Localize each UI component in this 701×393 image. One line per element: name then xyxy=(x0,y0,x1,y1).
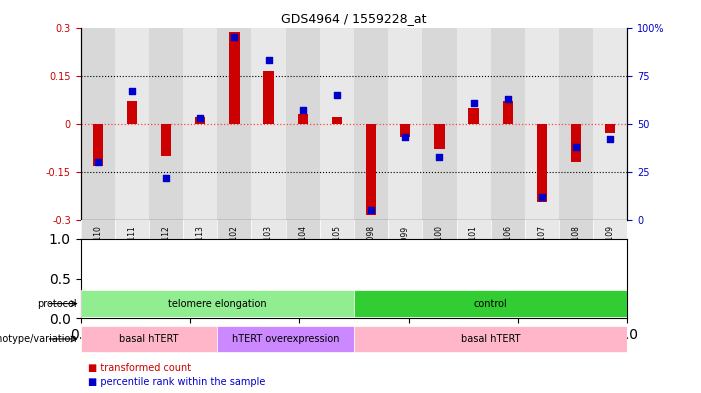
Bar xyxy=(217,326,354,352)
Bar xyxy=(149,220,183,287)
Point xyxy=(434,153,445,160)
Text: GSM1019103: GSM1019103 xyxy=(264,226,273,276)
Bar xyxy=(81,326,217,352)
Text: GSM1019109: GSM1019109 xyxy=(606,226,615,276)
Bar xyxy=(354,28,388,220)
Point xyxy=(468,99,479,106)
Bar xyxy=(435,124,444,149)
Bar xyxy=(366,124,376,215)
Text: GSM1019105: GSM1019105 xyxy=(332,226,341,276)
Bar xyxy=(115,220,149,287)
Bar xyxy=(525,220,559,287)
Point xyxy=(195,115,206,121)
Point xyxy=(502,95,513,102)
Bar xyxy=(229,32,240,124)
Point xyxy=(536,194,547,200)
Bar xyxy=(491,220,525,287)
Point xyxy=(365,208,376,214)
Bar xyxy=(115,28,149,220)
Bar xyxy=(605,124,615,133)
Bar xyxy=(400,124,410,137)
Text: GSM1019113: GSM1019113 xyxy=(196,226,205,276)
Bar xyxy=(320,28,354,220)
Bar xyxy=(217,28,252,220)
Bar xyxy=(149,28,183,220)
Text: GSM1019111: GSM1019111 xyxy=(128,226,137,276)
Point xyxy=(400,134,411,140)
Bar xyxy=(559,28,593,220)
Bar xyxy=(183,220,217,287)
Point xyxy=(605,136,616,142)
Bar xyxy=(252,220,286,287)
Text: GSM1019100: GSM1019100 xyxy=(435,226,444,276)
Point xyxy=(92,159,103,165)
Text: protocol: protocol xyxy=(37,299,77,309)
Point xyxy=(297,107,308,114)
Bar xyxy=(456,28,491,220)
Bar xyxy=(183,28,217,220)
Bar xyxy=(354,326,627,352)
Bar xyxy=(161,124,171,156)
Text: basal hTERT: basal hTERT xyxy=(119,334,179,344)
Bar xyxy=(456,220,491,287)
Text: GSM1019101: GSM1019101 xyxy=(469,226,478,276)
Bar xyxy=(388,28,422,220)
Point xyxy=(332,92,343,98)
Text: hTERT overexpression: hTERT overexpression xyxy=(232,334,339,344)
Text: genotype/variation: genotype/variation xyxy=(0,334,77,344)
Bar xyxy=(593,220,627,287)
Bar xyxy=(422,28,456,220)
Bar xyxy=(81,290,354,317)
Bar xyxy=(332,118,342,124)
Bar xyxy=(217,220,252,287)
Bar xyxy=(320,220,354,287)
Bar xyxy=(81,28,115,220)
Text: GSM1019102: GSM1019102 xyxy=(230,226,239,276)
Text: GSM1019107: GSM1019107 xyxy=(538,226,547,276)
Text: GSM1019098: GSM1019098 xyxy=(367,226,376,276)
Bar xyxy=(491,28,525,220)
Text: GSM1019099: GSM1019099 xyxy=(401,226,410,277)
Bar xyxy=(252,28,286,220)
Point xyxy=(229,34,240,40)
Title: GDS4964 / 1559228_at: GDS4964 / 1559228_at xyxy=(281,12,427,25)
Text: GSM1019112: GSM1019112 xyxy=(161,226,170,276)
Bar xyxy=(571,124,581,162)
Text: control: control xyxy=(474,299,508,309)
Bar xyxy=(388,220,422,287)
Bar xyxy=(286,28,320,220)
Bar xyxy=(354,290,627,317)
Text: GSM1019110: GSM1019110 xyxy=(93,226,102,276)
Text: telomere elongation: telomere elongation xyxy=(168,299,266,309)
Point xyxy=(161,174,172,181)
Point xyxy=(571,144,582,150)
Bar xyxy=(422,220,456,287)
Bar xyxy=(559,220,593,287)
Bar xyxy=(503,101,513,124)
Bar xyxy=(93,124,103,165)
Text: GSM1019104: GSM1019104 xyxy=(298,226,307,276)
Bar xyxy=(81,220,115,287)
Point xyxy=(263,57,274,63)
Text: GSM1019106: GSM1019106 xyxy=(503,226,512,276)
Text: ■ percentile rank within the sample: ■ percentile rank within the sample xyxy=(88,377,265,387)
Bar xyxy=(195,118,205,124)
Point xyxy=(126,88,137,94)
Bar xyxy=(593,28,627,220)
Text: GSM1019108: GSM1019108 xyxy=(571,226,580,276)
Bar xyxy=(264,71,273,124)
Bar xyxy=(468,108,479,124)
Bar xyxy=(354,220,388,287)
Bar xyxy=(127,101,137,124)
Bar xyxy=(537,124,547,202)
Text: basal hTERT: basal hTERT xyxy=(461,334,520,344)
Text: ■ transformed count: ■ transformed count xyxy=(88,364,191,373)
Bar xyxy=(298,114,308,124)
Bar xyxy=(525,28,559,220)
Bar xyxy=(286,220,320,287)
